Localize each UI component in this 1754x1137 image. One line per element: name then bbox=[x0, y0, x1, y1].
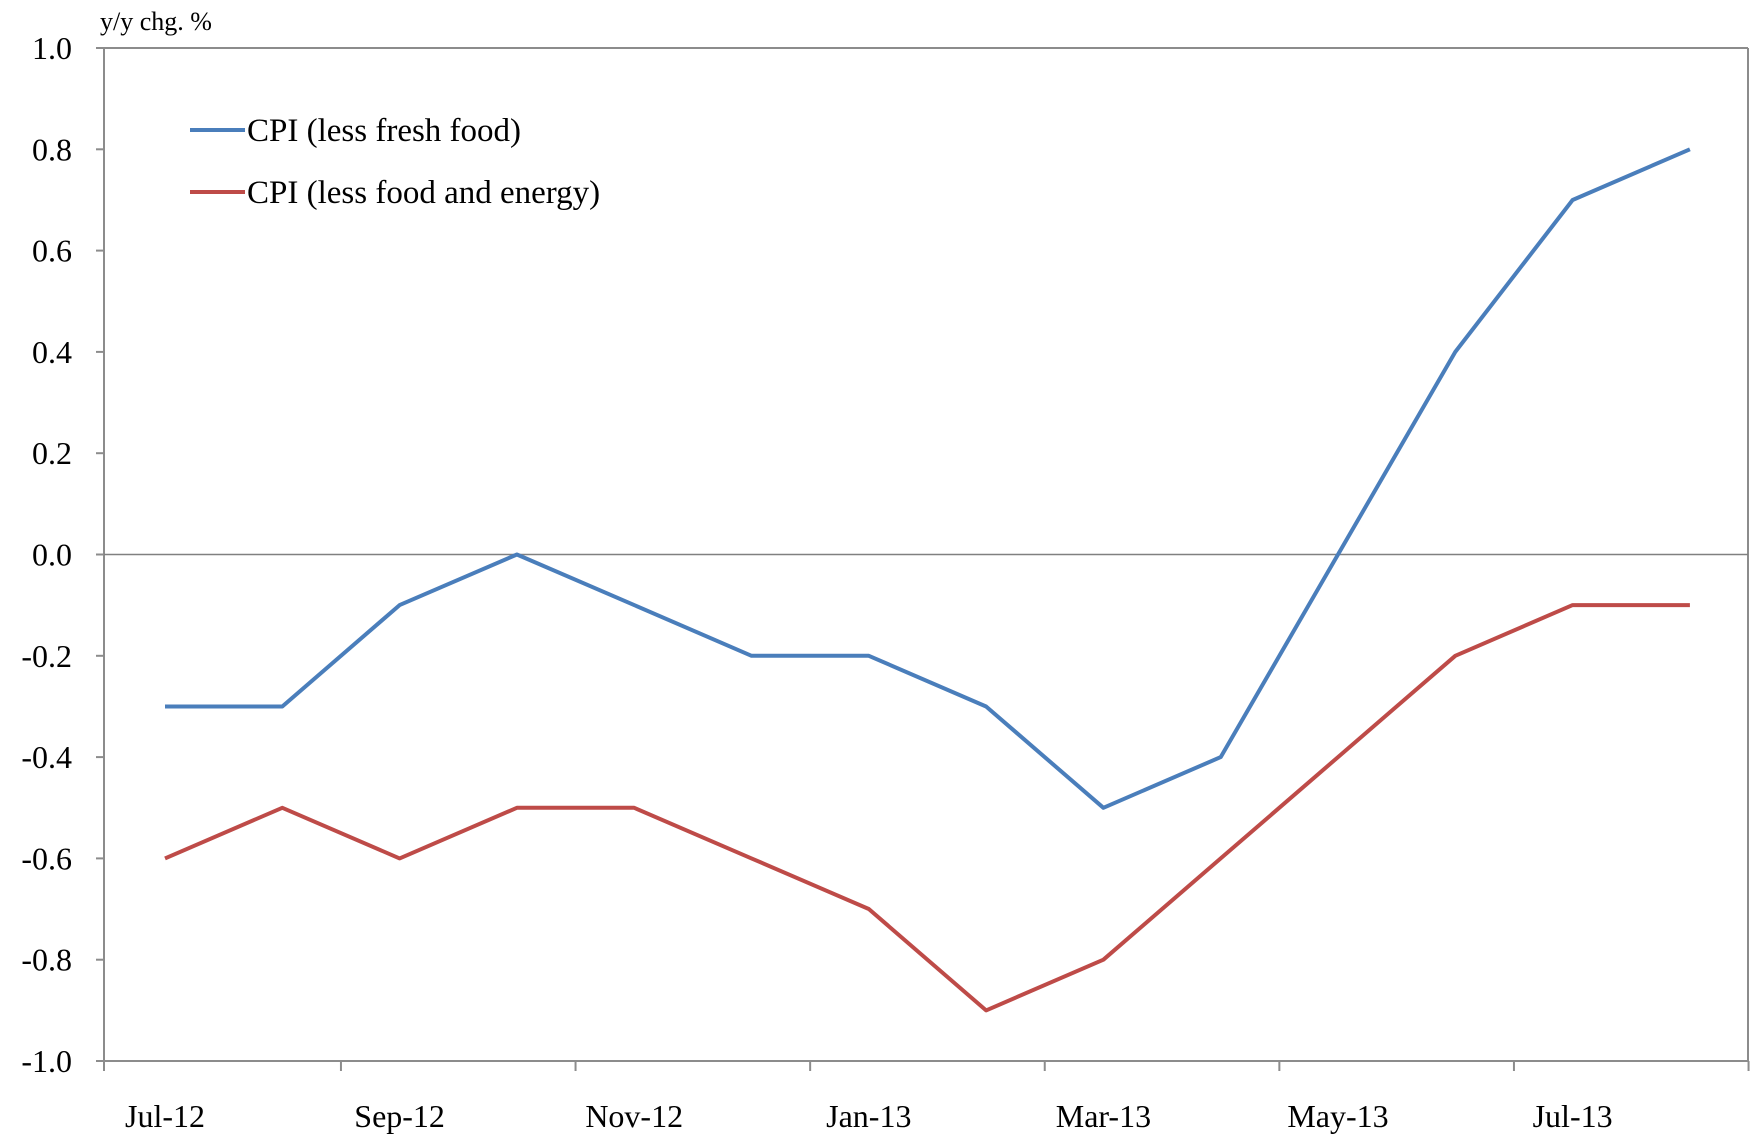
x-axis-ticks: Jul-12 Sep-12 Nov-12 Jan-13 Mar-13 May-13 Jul-… bbox=[103, 1061, 1750, 1134]
y-tick-label: -1.0 bbox=[21, 1043, 72, 1079]
x-tick-label: Jul-13 bbox=[1533, 1098, 1613, 1134]
x-tick-label: Mar-13 bbox=[1056, 1098, 1151, 1134]
series-line-2 bbox=[164, 603, 1690, 1013]
y-tick-label: -0.4 bbox=[21, 739, 72, 775]
x-tick-label: Jan-13 bbox=[826, 1098, 911, 1134]
x-tick-label: Jul-12 bbox=[125, 1098, 205, 1134]
y-tick-label: 0.0 bbox=[32, 537, 72, 573]
y-tick-label: 0.2 bbox=[32, 435, 72, 471]
series-line-1 bbox=[165, 147, 1691, 810]
y-tick-label: -0.8 bbox=[21, 942, 72, 978]
legend-label-2: CPI (less food and energy) bbox=[247, 175, 600, 211]
x-tick-label: May-13 bbox=[1287, 1098, 1388, 1134]
y-axis-ticks: 1.0 0.8 0.6 0.4 0.2 0.0 -0.2 -0.4 -0.6 -0.8 -1.0 bbox=[21, 30, 104, 1079]
y-tick-label: -0.2 bbox=[21, 638, 72, 674]
y-tick-label: 0.4 bbox=[32, 334, 72, 370]
y-tick-label: -0.6 bbox=[21, 840, 72, 876]
axes bbox=[103, 47, 1749, 1062]
x-tick-label: Sep-12 bbox=[354, 1098, 445, 1134]
legend: CPI (less fresh food) CPI (less food and … bbox=[190, 113, 600, 211]
legend-label-1: CPI (less fresh food) bbox=[247, 113, 521, 149]
y-tick-label: 1.0 bbox=[32, 30, 72, 66]
y-axis-unit-label: y/y chg. % bbox=[100, 7, 212, 36]
series-lines bbox=[164, 147, 1691, 1013]
y-tick-label: 0.6 bbox=[32, 233, 72, 269]
x-tick-label: Nov-12 bbox=[585, 1098, 683, 1134]
y-tick-label: 0.8 bbox=[32, 131, 72, 167]
